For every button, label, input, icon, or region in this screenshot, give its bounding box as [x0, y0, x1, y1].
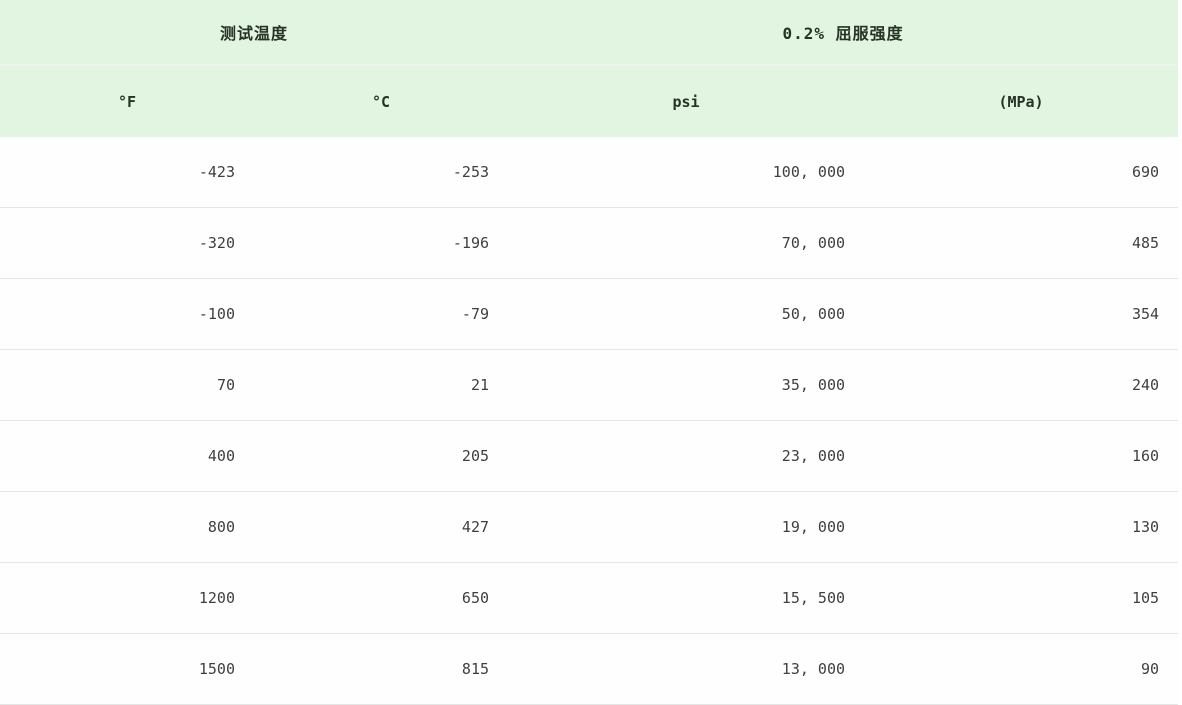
table-row: 400 205 23, 000 160 [0, 420, 1179, 492]
cell-psi: 23, 000 [508, 420, 865, 492]
table-row: -423 -253 100, 000 690 [0, 137, 1179, 208]
cell-mpa: 485 [864, 207, 1179, 279]
column-header-temp-c: °C [254, 64, 509, 137]
cell-temp-f: 1500 [0, 633, 254, 705]
column-header-psi: psi [508, 64, 865, 137]
table-row: 1500 815 13, 000 90 [0, 633, 1179, 705]
table-row: -320 -196 70, 000 485 [0, 207, 1179, 279]
cell-temp-c: 650 [254, 562, 509, 634]
table-body: -423 -253 100, 000 690 -320 -196 70, 000 485 -10… [0, 137, 1179, 705]
cell-temp-f: -423 [0, 137, 254, 208]
sub-header-row: °F °C psi (MPa) [0, 64, 1179, 137]
cell-temp-c: -253 [254, 137, 509, 208]
cell-temp-c: -79 [254, 278, 509, 350]
group-header-row: 测试温度 0.2% 屈服强度 [0, 0, 1179, 65]
cell-temp-f: 1200 [0, 562, 254, 634]
cell-temp-f: -100 [0, 278, 254, 350]
cell-mpa: 105 [864, 562, 1179, 634]
cell-mpa: 240 [864, 349, 1179, 421]
group-header-test-temperature: 测试温度 [0, 0, 509, 65]
cell-temp-c: -196 [254, 207, 509, 279]
cell-mpa: 90 [864, 633, 1179, 705]
cell-temp-f: -320 [0, 207, 254, 279]
cell-temp-c: 427 [254, 491, 509, 563]
group-header-yield-strength: 0.2% 屈服强度 [508, 0, 1179, 65]
cell-mpa: 354 [864, 278, 1179, 350]
cell-psi: 13, 000 [508, 633, 865, 705]
cell-psi: 15, 500 [508, 562, 865, 634]
cell-psi: 50, 000 [508, 278, 865, 350]
cell-temp-c: 21 [254, 349, 509, 421]
cell-psi: 35, 000 [508, 349, 865, 421]
column-header-temp-f: °F [0, 64, 254, 137]
cell-mpa: 130 [864, 491, 1179, 563]
cell-mpa: 690 [864, 137, 1179, 208]
cell-psi: 100, 000 [508, 137, 865, 208]
table-row: 1200 650 15, 500 105 [0, 562, 1179, 634]
cell-temp-f: 70 [0, 349, 254, 421]
cell-psi: 19, 000 [508, 491, 865, 563]
table-row: 70 21 35, 000 240 [0, 349, 1179, 421]
cell-psi: 70, 000 [508, 207, 865, 279]
table-row: -100 -79 50, 000 354 [0, 278, 1179, 350]
cell-temp-f: 400 [0, 420, 254, 492]
column-header-mpa: (MPa) [864, 64, 1179, 137]
table-header: 测试温度 0.2% 屈服强度 °F °C psi (MPa) [0, 0, 1179, 137]
cell-mpa: 160 [864, 420, 1179, 492]
cell-temp-f: 800 [0, 491, 254, 563]
cell-temp-c: 205 [254, 420, 509, 492]
table-row: 800 427 19, 000 130 [0, 491, 1179, 563]
cell-temp-c: 815 [254, 633, 509, 705]
